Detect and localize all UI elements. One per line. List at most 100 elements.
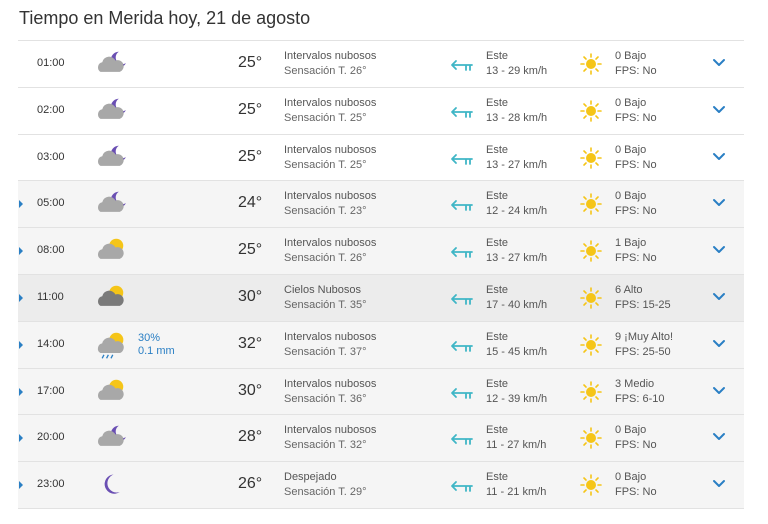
wind-speed: 15 - 45 km/h [486,345,548,358]
forecast-row[interactable]: 23:00 26° Despejado Sensación T. 29° Est… [18,462,744,509]
hour-label: 23:00 [37,478,65,491]
forecast-row[interactable]: 17:00 30° Intervalos nubosos Sensación T… [18,368,744,416]
wind-direction-icon [449,151,475,167]
condition: Intervalos nubosos Sensación T. 25° [284,143,376,173]
expand-caret-icon[interactable] [19,340,23,349]
wind-speed: 17 - 40 km/h [486,298,548,311]
wind: Este 15 - 45 km/h [486,330,547,360]
hourly-forecast-table: 01:00 25° Intervalos nubosos Sensación T… [18,40,744,509]
condition: Intervalos nubosos Sensación T. 26° [284,236,376,266]
temperature: 25° [238,54,263,71]
uv-level: 3 Medio [615,377,655,390]
fps-value: FPS: No [615,111,657,124]
condition: Intervalos nubosos Sensación T. 23° [284,189,376,219]
wind-direction: Este [486,190,509,203]
feels-like: Sensación T. 23° [284,205,367,218]
wind-direction-icon [449,291,475,307]
cloud-sun-icon [93,237,129,265]
wind-speed: 11 - 21 km/h [486,486,547,499]
wind-speed: 13 - 27 km/h [486,158,548,171]
uv-sun-icon [580,146,602,169]
chevron-down-icon[interactable] [712,383,726,397]
forecast-row[interactable]: 20:00 28° Intervalos nubosos Sensación T… [18,415,744,463]
uv-level: 9 ¡Muy Alto! [615,330,674,343]
wind-direction: Este [486,96,509,109]
expand-caret-icon[interactable] [19,200,23,209]
hour-label: 14:00 [37,337,65,350]
hour-label: 02:00 [37,103,65,116]
expand-caret-icon[interactable] [19,293,23,302]
hour-label: 11:00 [37,290,64,303]
chevron-down-icon[interactable] [712,336,726,350]
wind-direction: Este [486,237,509,250]
wind-speed: 13 - 29 km/h [486,65,548,77]
chevron-down-icon[interactable] [712,289,726,303]
fps-value: FPS: No [615,439,657,452]
wind: Este 13 - 28 km/h [486,96,547,126]
chevron-down-icon[interactable] [712,55,726,69]
condition: Intervalos nubosos Sensación T. 32° [284,423,376,453]
fps-value: FPS: No [615,486,657,499]
wind-speed: 13 - 28 km/h [486,111,548,124]
forecast-row[interactable]: 14:00 30% 0.1 mm 32° Intervalos nubosos … [18,321,744,369]
uv-sun-icon [580,53,602,75]
feels-like: Sensación T. 36° [284,392,367,405]
condition: Intervalos nubosos Sensación T. 26° [284,49,376,79]
dark-cloud-sun-icon [93,284,129,312]
wind-direction: Este [486,471,509,484]
feels-like: Sensación T. 26° [284,65,367,77]
uv-index: 9 ¡Muy Alto! FPS: 25-50 [615,330,673,360]
forecast-row[interactable]: 11:00 30° Cielos Nubosos Sensación T. 35… [18,274,744,322]
uv-sun-icon [580,99,602,122]
forecast-row[interactable]: 08:00 25° Intervalos nubosos Sensación T… [18,228,744,275]
expand-caret-icon[interactable] [19,387,23,396]
expand-caret-icon[interactable] [19,481,23,490]
condition-label: Intervalos nubosos [284,96,377,109]
uv-level: 1 Bajo [615,237,647,250]
chevron-down-icon[interactable] [712,149,726,163]
wind-direction-icon [449,104,475,120]
uv-sun-icon [580,380,602,403]
chevron-down-icon[interactable] [712,195,726,209]
condition-label: Intervalos nubosos [284,377,377,390]
wind-direction: Este [486,330,509,343]
temperature: 26° [238,475,263,493]
wind-direction: Este [486,50,509,62]
forecast-row[interactable]: 03:00 25° Intervalos nubosos Sensación T… [18,134,744,182]
cloud-moon-icon [93,144,129,172]
temperature: 25° [238,100,263,118]
feels-like: Sensación T. 35° [284,298,367,311]
chevron-down-icon[interactable] [712,429,726,443]
uv-level: 0 Bajo [615,424,647,437]
uv-level: 0 Bajo [615,143,647,156]
expand-caret-icon[interactable] [19,247,23,256]
uv-index: 0 Bajo FPS: No [615,143,657,173]
uv-index: 0 Bajo FPS: No [615,96,657,126]
fps-value: FPS: 6-10 [615,392,665,405]
hour-label: 08:00 [37,244,65,257]
page-title: Tiempo en Merida hoy, 21 de agosto [19,8,311,28]
condition: Intervalos nubosos Sensación T. 36° [284,377,376,407]
forecast-row[interactable]: 01:00 25° Intervalos nubosos Sensación T… [18,41,744,88]
feels-like: Sensación T. 25° [284,158,367,171]
forecast-row[interactable]: 02:00 25° Intervalos nubosos Sensación T… [18,87,744,135]
chevron-down-icon[interactable] [712,102,726,116]
uv-index: 0 Bajo FPS: No [615,423,657,453]
cloud-moon-icon [93,50,129,78]
wind-direction-icon [449,197,475,213]
chevron-down-icon[interactable] [712,476,726,490]
hour-label: 03:00 [37,150,65,163]
wind-direction-icon [449,478,475,494]
feels-like: Sensación T. 25° [284,111,367,124]
expand-caret-icon[interactable] [19,434,23,443]
forecast-row[interactable]: 05:00 24° Intervalos nubosos Sensación T… [18,181,744,229]
cloud-moon-icon [93,190,129,218]
uv-level: 6 Alto [615,283,643,296]
cloud-sun-icon [93,378,129,406]
temperature: 30° [238,381,263,399]
chevron-down-icon[interactable] [712,242,726,256]
uv-level: 0 Bajo [615,471,647,484]
condition: Intervalos nubosos Sensación T. 37° [284,330,376,360]
uv-sun-icon [580,240,602,262]
wind-direction-icon [449,244,475,260]
